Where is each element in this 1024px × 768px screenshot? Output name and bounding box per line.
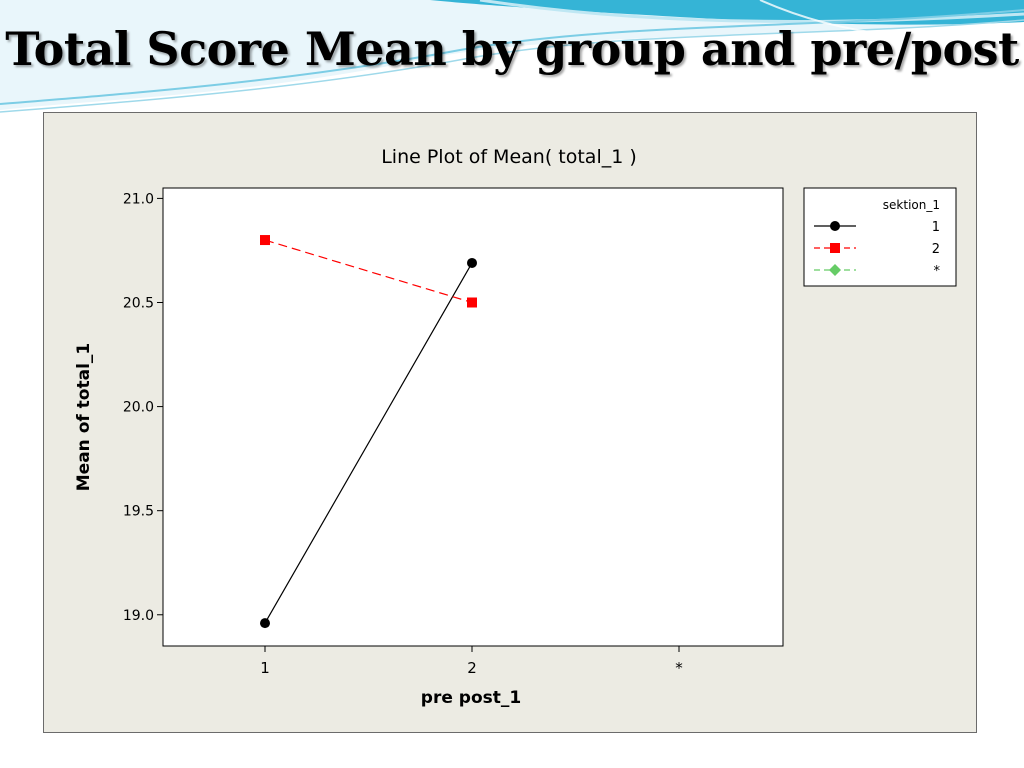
data-point [260,618,270,629]
y-tick-label: 20.0 [123,400,154,416]
x-tick-label: 1 [260,659,270,677]
series-line [264,239,473,304]
line-plot-chart: Line Plot of Mean( total_1 ) 19.0 19.5 20.… [74,146,957,708]
plot-area [162,187,784,647]
legend-label: 1 [932,220,940,235]
series-layer [260,235,477,629]
x-axis-label: pre post_1 [421,688,521,708]
slide-title: Total Score Mean by group and pre/post [5,22,1019,76]
y-tick-label: 21.0 [123,191,154,207]
chart-figure-frame: Line Plot of Mean( total_1 ) 19.0 19.5 20.… [43,112,977,733]
series-line [264,262,473,624]
legend-title: sektion_1 [883,198,940,212]
legend-marker [829,264,841,276]
legend-label: * [934,264,941,279]
x-tick-label: * [675,659,683,677]
data-point [260,235,270,246]
data-point [467,257,477,268]
y-tick-label: 19.0 [123,608,154,624]
legend-marker [830,221,840,231]
y-axis-label: Mean of total_1 [74,343,94,492]
y-tick-label: 20.5 [123,296,154,312]
x-tick-label: 2 [467,659,477,677]
legend-label: 2 [932,242,940,257]
slide-wave-decoration [0,0,1024,113]
series-1 [260,257,477,629]
legend-marker [830,243,840,253]
x-axis: 1 2 * [260,646,683,677]
chart-title: Line Plot of Mean( total_1 ) [381,146,637,168]
data-point [467,297,477,308]
series-2 [260,235,477,308]
y-tick-label: 19.5 [123,504,154,520]
y-axis: 19.0 19.5 20.0 20.5 21.0 [123,191,163,624]
legend: sektion_1 1 2 * [803,187,957,287]
